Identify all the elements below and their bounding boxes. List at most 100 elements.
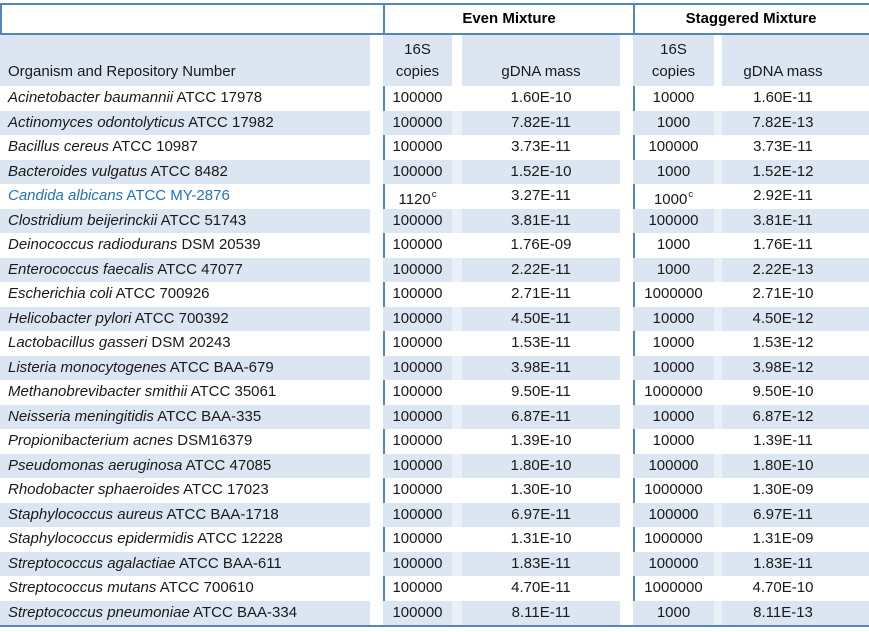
column-spacer xyxy=(714,429,722,454)
column-spacer xyxy=(714,306,722,331)
staggered-gdna-mass-cell: 2.22E-13 xyxy=(722,257,869,282)
table-top-rule xyxy=(0,3,869,5)
column-spacer xyxy=(452,208,462,233)
even-gdna-mass-cell: 2.22E-11 xyxy=(462,257,620,282)
repository-number: ATCC 35061 xyxy=(190,383,277,400)
organism-name: Helicobacter pylori xyxy=(8,309,132,327)
even-gdna-mass-cell: 6.87E-11 xyxy=(462,404,620,429)
column-spacer xyxy=(452,86,462,111)
column-spacer xyxy=(452,576,462,601)
staggered-gdna-mass-cell: 3.98E-12 xyxy=(722,355,869,380)
column-spacer xyxy=(452,135,462,160)
table-row: Listeria monocytogenes ATCC BAA-679 10000… xyxy=(0,355,869,380)
column-gap xyxy=(620,331,633,356)
repository-number: ATCC 17982 xyxy=(188,113,274,131)
column-gap xyxy=(620,527,633,552)
repository-number: ATCC 17978 xyxy=(176,89,263,106)
column-spacer xyxy=(452,429,462,454)
staggered-gdna-mass-cell: 6.87E-12 xyxy=(722,404,869,429)
organism-name: Neisseria meningitidis xyxy=(8,407,154,425)
table-body: Acinetobacter baumannii ATCC 17978 100000… xyxy=(0,86,869,625)
organism-name: Candida albicans xyxy=(8,187,124,204)
even-16s-copies-cell: 100000 xyxy=(383,110,452,135)
organism-cell: Staphylococcus epidermidis ATCC 12228 xyxy=(0,527,370,552)
table-row: Helicobacter pylori ATCC 700392 100000 4.5… xyxy=(0,306,869,331)
column-spacer xyxy=(452,110,462,135)
repository-number: ATCC 700392 xyxy=(134,309,229,327)
repository-number: DSM 20243 xyxy=(151,334,231,351)
table-row: Bacillus cereus ATCC 10987 100000 3.73E-11… xyxy=(0,135,869,160)
table-row: Enterococcus faecalis ATCC 47077 100000 2.… xyxy=(0,257,869,282)
table-row: Pseudomonas aeruginosa ATCC 47085 100000 1… xyxy=(0,453,869,478)
staggered-gdna-mass-cell: 1.60E-11 xyxy=(753,89,813,106)
table-row: Deinococcus radiodurans DSM 20539 100000 1… xyxy=(0,233,869,258)
column-spacer xyxy=(714,576,722,601)
staggered-gdna-mass-cell: 2.92E-11 xyxy=(753,187,813,204)
repository-number: ATCC BAA-611 xyxy=(178,554,282,572)
staggered-16s-copies-cell: 10000 xyxy=(652,432,695,449)
organism-name: Staphylococcus aureus xyxy=(8,505,164,523)
column-spacer xyxy=(452,282,462,307)
column-header-row: Organism and Repository Number 16S copie… xyxy=(0,35,869,86)
even-gdna-mass-cell: 4.50E-11 xyxy=(462,306,620,331)
organism-name: Enterococcus faecalis xyxy=(8,260,154,278)
even-16s-copies-cell: 100000 xyxy=(392,432,443,449)
staggered-gdna-mass-cell: 1.80E-10 xyxy=(722,453,869,478)
column-gap xyxy=(370,184,383,209)
column-gap xyxy=(370,257,383,282)
column-gap xyxy=(620,159,633,184)
column-spacer xyxy=(714,86,722,111)
organism-name: Streptococcus pneumoniae xyxy=(8,603,190,621)
column-gap xyxy=(452,35,462,86)
staggered-gdna-mass-cell: 1.76E-11 xyxy=(753,236,813,253)
organism-name: Actinomyces odontolyticus xyxy=(8,113,185,131)
even-gdna-mass-cell: 4.70E-11 xyxy=(511,579,571,596)
column-spacer xyxy=(714,551,722,576)
organism-cell: Actinomyces odontolyticus ATCC 17982 xyxy=(0,110,370,135)
organism-cell: Enterococcus faecalis ATCC 47077 xyxy=(0,257,370,282)
repository-number: ATCC MY-2876 xyxy=(126,187,230,204)
column-spacer xyxy=(452,331,462,356)
column-gap xyxy=(620,502,633,527)
column-gap xyxy=(620,576,633,601)
column-gap xyxy=(620,404,633,429)
column-gap xyxy=(620,600,633,625)
staggered-gdna-mass-cell: 2.71E-10 xyxy=(752,285,814,302)
column-gap xyxy=(370,35,383,86)
organism-name: Bacteroides vulgatus xyxy=(8,162,148,180)
column-spacer xyxy=(714,184,722,209)
staggered-gdna-mass-cell: 4.70E-10 xyxy=(752,579,814,596)
even-gdna-mass-cell: 1.52E-10 xyxy=(462,159,620,184)
even-16s-copies-cell: 100000 xyxy=(392,530,443,547)
even-16s-copies-cell: 100000 xyxy=(383,404,452,429)
organism-name: Streptococcus agalactiae xyxy=(8,554,176,572)
repository-number: ATCC 51743 xyxy=(160,211,247,229)
even-16s-copies-cell: 100000 xyxy=(383,306,452,331)
even-16s-copies-cell: 100000 xyxy=(392,334,443,351)
column-spacer xyxy=(452,478,462,503)
column-gap xyxy=(370,233,383,258)
staggered-gdna-mass-cell: 7.82E-13 xyxy=(722,110,869,135)
column-gap xyxy=(370,86,383,111)
even-gdna-mass-cell: 1.31E-10 xyxy=(510,530,572,547)
repository-number: ATCC BAA-679 xyxy=(169,358,274,376)
column-gap xyxy=(370,478,383,503)
table-bottom-rule xyxy=(0,625,869,627)
even-gdna-mass-cell: 9.50E-11 xyxy=(511,383,571,400)
table-row: Escherichia coli ATCC 700926 100000 2.71E-… xyxy=(0,282,869,307)
column-gap xyxy=(370,306,383,331)
organism-name: Propionibacterium acnes xyxy=(8,432,174,449)
even-16s-copies-cell: 100000 xyxy=(383,208,452,233)
column-gap xyxy=(620,233,633,258)
even-gdna-mass-cell: 1.83E-11 xyxy=(462,551,620,576)
table-row: Clostridium beijerinckii ATCC 51743 10000… xyxy=(0,208,869,233)
table-row: Neisseria meningitidis ATCC BAA-335 10000… xyxy=(0,404,869,429)
organism-name: Bacillus cereus xyxy=(8,138,109,155)
staggered-mixture-group-header: Staggered Mixture xyxy=(685,10,817,27)
repository-number: ATCC 8482 xyxy=(150,162,228,180)
staggered-16s-copies-cell: 10000 xyxy=(633,306,714,331)
organism-cell: Bacillus cereus ATCC 10987 xyxy=(0,135,370,160)
staggered-16s-copies-cell: 100000 xyxy=(633,551,714,576)
even-gdna-mass-cell: 7.82E-11 xyxy=(462,110,620,135)
staggered-16s-copies-cell: 1000000 xyxy=(644,383,703,400)
